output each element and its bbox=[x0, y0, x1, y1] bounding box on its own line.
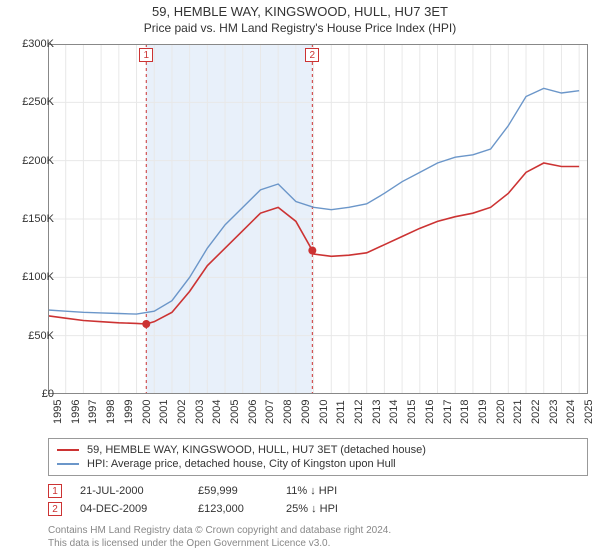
title-block: 59, HEMBLE WAY, KINGSWOOD, HULL, HU7 3ET… bbox=[0, 0, 600, 35]
x-tick-label: 2021 bbox=[512, 400, 524, 424]
chart-svg bbox=[48, 44, 588, 394]
x-tick-label: 1998 bbox=[105, 400, 117, 424]
x-tick-label: 2006 bbox=[247, 400, 259, 424]
legend-label: 59, HEMBLE WAY, KINGSWOOD, HULL, HU7 3ET… bbox=[87, 444, 426, 456]
sale-diff: 11% ↓ HPI bbox=[286, 485, 337, 497]
x-tick-label: 1995 bbox=[52, 400, 64, 424]
legend-label: HPI: Average price, detached house, City… bbox=[87, 458, 396, 470]
sale-price: £59,999 bbox=[198, 485, 268, 497]
x-tick-label: 2024 bbox=[565, 400, 577, 424]
x-tick-label: 2000 bbox=[141, 400, 153, 424]
x-tick-label: 1997 bbox=[87, 400, 99, 424]
legend-row: HPI: Average price, detached house, City… bbox=[57, 457, 579, 471]
x-tick-label: 1996 bbox=[70, 400, 82, 424]
x-tick-label: 2015 bbox=[406, 400, 418, 424]
sale-row: 2 04-DEC-2009 £123,000 25% ↓ HPI bbox=[48, 500, 588, 518]
x-tick-label: 2002 bbox=[176, 400, 188, 424]
sale-marker-id: 2 bbox=[48, 502, 62, 516]
sale-date: 04-DEC-2009 bbox=[80, 503, 180, 515]
page-subtitle: Price paid vs. HM Land Registry's House … bbox=[0, 21, 600, 35]
y-tick-label: £150K bbox=[22, 213, 54, 225]
y-tick-label: £0 bbox=[42, 388, 54, 400]
y-tick-label: £100K bbox=[22, 271, 54, 283]
x-tick-label: 2014 bbox=[388, 400, 400, 424]
sale-date: 21-JUL-2000 bbox=[80, 485, 180, 497]
x-tick-label: 2009 bbox=[300, 400, 312, 424]
x-tick-label: 2010 bbox=[318, 400, 330, 424]
bottom-panel: 59, HEMBLE WAY, KINGSWOOD, HULL, HU7 3ET… bbox=[48, 438, 588, 550]
y-tick-label: £250K bbox=[22, 96, 54, 108]
x-tick-label: 2017 bbox=[442, 400, 454, 424]
x-tick-label: 2023 bbox=[548, 400, 560, 424]
page-title: 59, HEMBLE WAY, KINGSWOOD, HULL, HU7 3ET bbox=[0, 4, 600, 19]
x-tick-label: 2020 bbox=[495, 400, 507, 424]
x-tick-label: 2005 bbox=[229, 400, 241, 424]
attribution-line2: This data is licensed under the Open Gov… bbox=[48, 537, 588, 550]
x-tick-label: 2025 bbox=[583, 400, 595, 424]
x-tick-label: 2012 bbox=[353, 400, 365, 424]
sale-diff: 25% ↓ HPI bbox=[286, 503, 338, 515]
x-tick-label: 2022 bbox=[530, 400, 542, 424]
x-tick-label: 2004 bbox=[211, 400, 223, 424]
y-tick-label: £300K bbox=[22, 38, 54, 50]
sale-marker-id: 1 bbox=[48, 484, 62, 498]
x-tick-label: 2001 bbox=[158, 400, 170, 424]
chart-container: 59, HEMBLE WAY, KINGSWOOD, HULL, HU7 3ET… bbox=[0, 0, 600, 560]
sales-table: 1 21-JUL-2000 £59,999 11% ↓ HPI 2 04-DEC-2009… bbox=[48, 482, 588, 518]
x-tick-label: 2003 bbox=[194, 400, 206, 424]
attribution: Contains HM Land Registry data © Crown c… bbox=[48, 524, 588, 550]
legend-swatch bbox=[57, 449, 79, 451]
sale-row: 1 21-JUL-2000 £59,999 11% ↓ HPI bbox=[48, 482, 588, 500]
x-tick-label: 2016 bbox=[424, 400, 436, 424]
x-tick-label: 2019 bbox=[477, 400, 489, 424]
x-tick-label: 2008 bbox=[282, 400, 294, 424]
legend-row: 59, HEMBLE WAY, KINGSWOOD, HULL, HU7 3ET… bbox=[57, 443, 579, 457]
sale-marker-flag: 2 bbox=[305, 48, 319, 62]
y-tick-label: £200K bbox=[22, 155, 54, 167]
attribution-line1: Contains HM Land Registry data © Crown c… bbox=[48, 524, 588, 537]
sale-price: £123,000 bbox=[198, 503, 268, 515]
x-tick-label: 2011 bbox=[335, 400, 347, 424]
x-tick-label: 1999 bbox=[123, 400, 135, 424]
x-tick-label: 2018 bbox=[459, 400, 471, 424]
y-tick-label: £50K bbox=[28, 330, 54, 342]
legend-swatch bbox=[57, 463, 79, 465]
legend-box: 59, HEMBLE WAY, KINGSWOOD, HULL, HU7 3ET… bbox=[48, 438, 588, 476]
x-tick-label: 2007 bbox=[264, 400, 276, 424]
x-tick-label: 2013 bbox=[371, 400, 383, 424]
sale-marker-flag: 1 bbox=[139, 48, 153, 62]
chart-area bbox=[48, 44, 588, 394]
